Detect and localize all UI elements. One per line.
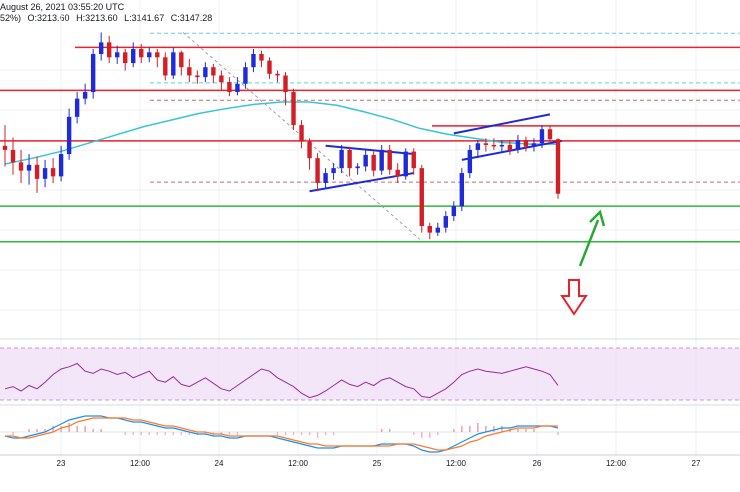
candle-body-16 — [131, 49, 136, 64]
chart-header-ohlc: 52%) O:3213.60 H:3213.60 L:3141.67 C:314… — [0, 13, 216, 23]
triangle-upper-trendline — [325, 144, 414, 156]
rsi-band — [0, 348, 740, 400]
candle-body-43 — [347, 149, 352, 169]
candle-body-22 — [179, 52, 184, 68]
candle-body-56 — [451, 206, 457, 217]
candle-body-68 — [547, 129, 553, 140]
candle-body-59 — [475, 143, 481, 150]
ohlc-high: H:3213.60 — [76, 13, 118, 23]
candle-body-29 — [235, 83, 240, 93]
candle-body-66 — [531, 143, 537, 147]
signal-line — [5, 417, 558, 451]
candle-body-21 — [171, 52, 176, 76]
candle-body-52 — [419, 168, 424, 227]
header-pct: 52%) — [0, 13, 22, 23]
chart-header-date: August 26, 2021 03:55:20 UTC — [0, 2, 124, 12]
candle-body-10 — [82, 92, 88, 99]
down-arrow — [560, 279, 588, 316]
x-tick-label-8: 27 — [692, 459, 701, 468]
candle-body-12 — [98, 42, 104, 54]
candle-body-60 — [483, 143, 489, 145]
x-tick-label-7: 12:00 — [606, 459, 627, 468]
candle-body-65 — [523, 139, 529, 147]
candle-body-57 — [459, 173, 465, 207]
macd-line — [4, 415, 559, 453]
ohlc-low: L:3141.67 — [124, 13, 165, 23]
candle-body-49 — [395, 169, 400, 177]
candle-body-13 — [106, 42, 112, 58]
moving-average-line — [4, 101, 558, 165]
candle-body-39 — [315, 158, 320, 183]
candle-body-4 — [34, 164, 40, 179]
candle-body-53 — [427, 226, 432, 233]
candle-body-45 — [363, 154, 368, 167]
candle-body-9 — [74, 98, 80, 117]
candle-body-8 — [66, 116, 72, 155]
candle-body-27 — [219, 75, 224, 83]
candle-body-24 — [195, 75, 200, 78]
candle-body-6 — [50, 168, 56, 177]
candle-body-46 — [371, 154, 376, 171]
x-tick-label-1: 12:00 — [130, 459, 151, 468]
candle-body-54 — [435, 227, 440, 233]
candle-body-38 — [307, 141, 312, 159]
candle-body-64 — [515, 139, 521, 150]
candle-body-3 — [26, 164, 32, 171]
candle-body-25 — [203, 67, 208, 78]
candle-body-69 — [555, 139, 561, 194]
candle-body-47 — [379, 149, 384, 171]
candle-body-2 — [18, 162, 24, 171]
rsi-line — [4, 362, 559, 399]
candle-body-44 — [355, 166, 360, 169]
up-arrow-shaft — [578, 219, 600, 267]
candle-body-61 — [491, 144, 497, 147]
candle-body-15 — [123, 52, 128, 64]
x-tick-label-0: 23 — [57, 459, 66, 468]
candle-body-62 — [499, 144, 505, 147]
x-tick-label-3: 12:00 — [288, 459, 309, 468]
candle-body-14 — [114, 52, 120, 58]
candle-body-0 — [2, 145, 8, 150]
x-tick-label-4: 25 — [373, 459, 382, 468]
candle-body-58 — [467, 149, 473, 174]
candle-body-50 — [403, 151, 408, 177]
candle-body-5 — [42, 168, 48, 179]
header-date-text: August 26, 2021 03:55:20 UTC — [0, 2, 125, 12]
x-tick-label-6: 26 — [533, 459, 542, 468]
channel-lower-trendline — [461, 139, 563, 161]
up-arrow-head — [589, 209, 606, 227]
candle-body-35 — [283, 75, 288, 93]
candle-body-40 — [323, 173, 328, 183]
candle-body-41 — [331, 168, 336, 174]
candle-body-1 — [10, 149, 16, 163]
candle-body-26 — [211, 67, 216, 76]
ohlc-open: O:3213.60 — [27, 13, 70, 23]
candle-body-36 — [291, 92, 296, 126]
candle-body-20 — [163, 57, 168, 76]
candle-body-28 — [227, 82, 232, 93]
candle-body-48 — [387, 149, 392, 170]
candle-body-31 — [251, 53, 256, 68]
candle-body-32 — [259, 53, 264, 61]
candle-body-51 — [411, 151, 416, 169]
candle-body-18 — [147, 52, 152, 58]
candle-body-11 — [90, 53, 96, 93]
x-tick-label-5: 12:00 — [446, 459, 467, 468]
channel-upper-trendline — [453, 113, 551, 135]
candle-body-37 — [299, 125, 304, 142]
candle-body-17 — [139, 49, 144, 58]
candle-body-19 — [155, 52, 160, 58]
candle-body-42 — [339, 149, 344, 169]
ohlc-close: C:3147.28 — [170, 13, 213, 23]
candle-body-33 — [267, 60, 272, 74]
candle-body-34 — [275, 73, 280, 76]
candle-body-30 — [243, 67, 248, 84]
candle-body-55 — [443, 216, 449, 228]
candle-body-67 — [539, 129, 545, 144]
candle-body-63 — [507, 144, 513, 150]
candle-body-7 — [58, 154, 64, 177]
candle-body-23 — [187, 67, 192, 76]
x-tick-label-2: 24 — [215, 459, 224, 468]
